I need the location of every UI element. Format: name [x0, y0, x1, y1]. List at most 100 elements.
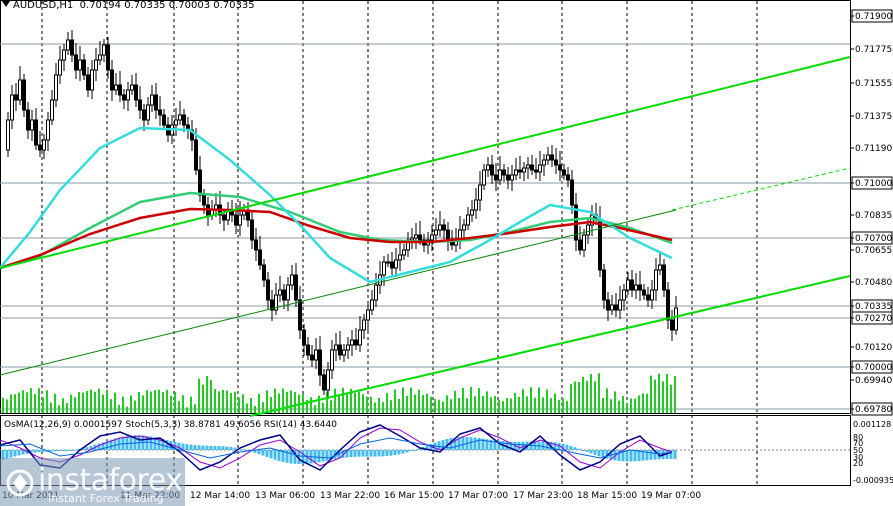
price-tick-label: 0.70480 — [855, 278, 892, 288]
candle-body — [370, 299, 374, 311]
osma-bar — [665, 450, 669, 459]
volume-bar — [578, 381, 580, 413]
volume-bar — [550, 398, 552, 413]
volume-bar — [218, 391, 220, 413]
candle-body — [178, 114, 182, 121]
volume-bar — [78, 392, 80, 413]
volume-bar — [346, 393, 348, 413]
volume-bar — [654, 379, 656, 413]
candle-body — [338, 344, 342, 356]
candle-body — [626, 279, 630, 291]
candle-body — [474, 199, 478, 211]
osma-bar — [37, 450, 41, 453]
volume-bar — [182, 395, 184, 413]
osma-bar — [181, 443, 185, 450]
candle-body — [386, 261, 390, 264]
volume-bar — [374, 402, 376, 413]
candle-body — [478, 184, 482, 201]
osma-bar — [225, 446, 229, 450]
candle-body — [334, 344, 338, 351]
osma-bar — [365, 450, 369, 457]
time-tick-label: 13 Mar 06:00 — [255, 491, 315, 501]
price-tick-label: 0.70835 — [855, 211, 892, 221]
volume-bar — [334, 388, 336, 413]
candle-body — [362, 319, 366, 331]
price-tick-label: 0.70655 — [855, 246, 892, 256]
osma-bar — [85, 447, 89, 450]
osma-bar — [97, 443, 101, 450]
volume-bar — [242, 394, 244, 413]
osma-bar — [585, 450, 589, 452]
volume-bar — [386, 393, 388, 413]
candle-body — [194, 139, 198, 171]
osma-bar — [553, 442, 557, 450]
candle-body — [90, 69, 94, 91]
candle-body — [78, 59, 82, 71]
osma-bar — [613, 450, 617, 461]
volume-bar — [2, 397, 4, 413]
volume-bar — [462, 387, 464, 413]
volume-bar — [54, 393, 56, 413]
candle-body — [118, 84, 122, 96]
trend-channel — [0, 56, 851, 417]
candle-body — [306, 344, 310, 356]
osma-bar — [101, 442, 105, 450]
price-tick-label: 0.70120 — [855, 343, 892, 353]
candle-body — [610, 304, 614, 311]
candle-body — [462, 224, 466, 231]
candle-body — [598, 219, 602, 271]
osma-bar — [461, 437, 465, 450]
volume-bar — [158, 389, 160, 413]
volume-bar — [230, 393, 232, 413]
volume-bar — [378, 397, 380, 413]
volume-bar — [522, 389, 524, 413]
volume-bar — [142, 395, 144, 413]
osma-bar — [313, 450, 317, 463]
osma-bar — [413, 449, 417, 451]
candle-body — [154, 94, 158, 111]
osma-bar — [557, 442, 561, 450]
osma-bar — [65, 450, 69, 451]
osma-bar — [241, 449, 245, 451]
dropdown-triangle-icon[interactable] — [2, 1, 10, 7]
candle-body — [82, 59, 86, 76]
time-tick-label: 17 Mar 23:00 — [513, 491, 573, 501]
volume-bar — [674, 376, 676, 413]
candle-body — [466, 214, 470, 226]
volume-bar — [582, 376, 584, 413]
volume-bar — [30, 388, 32, 413]
osma-bar — [9, 450, 13, 458]
osma-bar — [441, 440, 445, 450]
level-lines — [0, 43, 850, 410]
volume-bar — [314, 405, 316, 413]
candle-body — [102, 44, 106, 56]
candle-body — [138, 99, 142, 111]
osma-bar — [29, 450, 33, 454]
volume-bar — [390, 400, 392, 413]
volume-bar — [226, 390, 228, 413]
osma-bar — [265, 450, 269, 457]
osma-bar — [653, 450, 657, 460]
osma-bar — [345, 450, 349, 458]
volume-bar — [490, 397, 492, 413]
osma-bar — [277, 450, 281, 461]
volume-bar — [538, 387, 540, 413]
candle-body — [482, 169, 486, 186]
price-tick-label: 0.71900 — [855, 12, 892, 22]
volume-bar — [650, 375, 652, 413]
volume-bar — [422, 394, 424, 413]
volume-bar — [590, 374, 592, 413]
osma-bar — [561, 443, 565, 450]
osma-bar — [637, 450, 641, 462]
candle-body — [638, 284, 642, 291]
volume-bar — [602, 397, 604, 413]
osma-bar — [205, 445, 209, 450]
volume-bar — [82, 392, 84, 413]
candle-body — [518, 169, 522, 173]
volume-bar — [98, 388, 100, 413]
candle-body — [6, 119, 10, 151]
osma-bar — [581, 450, 585, 451]
candle-body — [50, 99, 54, 121]
candle-body — [674, 307, 678, 331]
